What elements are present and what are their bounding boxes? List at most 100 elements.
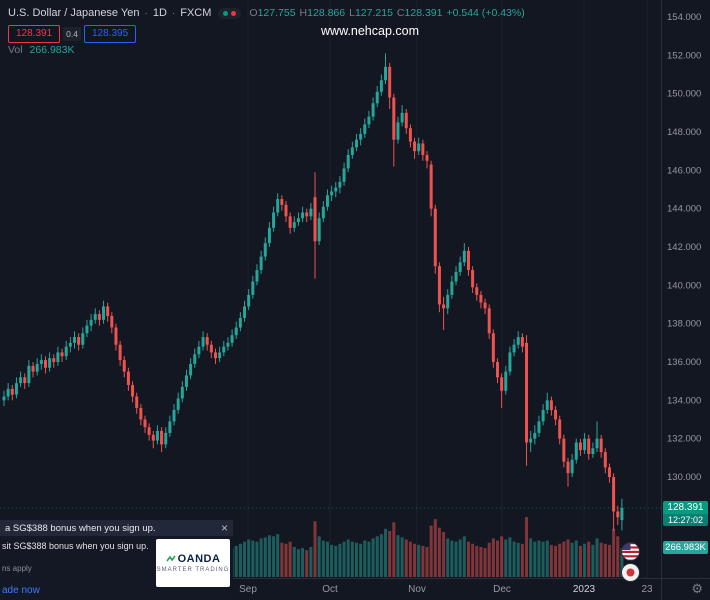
oanda-tagline: SMARTER TRADING <box>156 567 230 573</box>
candle-body <box>52 358 56 362</box>
volume-bar <box>251 540 255 577</box>
candle-body <box>110 316 114 328</box>
low-label: L <box>349 7 355 19</box>
spread-value: 0.4 <box>63 27 81 41</box>
time-tick-label[interactable]: Oct <box>322 584 338 595</box>
volume-bar <box>446 538 450 577</box>
time-tick-label[interactable]: Sep <box>239 584 257 595</box>
price-tick-label[interactable]: 148.000 <box>667 127 701 138</box>
close-icon[interactable]: × <box>220 521 228 535</box>
candle-body <box>512 344 516 353</box>
volume-bar <box>529 538 533 577</box>
candle-body <box>102 306 106 320</box>
interval-label[interactable]: 1D <box>152 7 167 19</box>
exchange-label[interactable]: FXCM <box>180 7 212 19</box>
volume-bar <box>479 547 483 577</box>
volume-bar <box>396 535 400 577</box>
candle-body <box>400 112 404 123</box>
price-tick-label[interactable]: 146.000 <box>667 165 701 176</box>
volume-bar <box>545 540 549 577</box>
candle-body <box>27 365 31 384</box>
volume-bar <box>500 536 504 577</box>
candle-body <box>184 375 188 387</box>
candle-body <box>620 507 624 521</box>
candle-body <box>367 116 371 125</box>
ad-line1: sit SG$388 bonus when you sign up. <box>2 541 149 551</box>
volume-label: Vol <box>8 44 23 56</box>
volume-bar <box>404 539 408 577</box>
candle-body <box>363 124 367 134</box>
ad-banner-top: a SG$388 bonus when you sign up. × <box>0 520 233 536</box>
volume-bar <box>616 536 620 577</box>
volume-bar <box>583 543 587 577</box>
volume-bar <box>599 542 603 577</box>
volume-bar <box>508 537 512 577</box>
price-tick-label[interactable]: 150.000 <box>667 89 701 100</box>
price-tick-label[interactable]: 142.000 <box>667 242 701 253</box>
candle-body <box>566 461 570 474</box>
volume-bar <box>334 545 338 577</box>
volume-bar <box>296 549 300 577</box>
ad-cta-link[interactable]: ade now <box>2 585 40 596</box>
price-tick-label[interactable]: 144.000 <box>667 204 701 215</box>
candle-body <box>155 431 159 441</box>
buy-button[interactable]: 128.395 <box>83 25 137 43</box>
price-tick-label[interactable]: 152.000 <box>667 50 701 61</box>
candle-body <box>338 181 342 188</box>
us-flag-icon <box>621 542 640 561</box>
volume-bar <box>483 548 487 577</box>
time-tick-label[interactable]: 2023 <box>573 584 596 595</box>
volume-bar <box>388 530 392 577</box>
price-tick-label[interactable]: 154.000 <box>667 12 701 23</box>
price-tick-label[interactable]: 130.000 <box>667 472 701 483</box>
price-tick-label[interactable]: 132.000 <box>667 434 701 445</box>
volume-bar <box>525 517 529 577</box>
candle-body <box>504 371 508 391</box>
sell-button[interactable]: 128.391 <box>8 25 61 43</box>
candle-body <box>375 91 379 104</box>
volume-bar <box>280 542 284 577</box>
candle-body <box>93 314 97 320</box>
candle-body <box>243 306 247 318</box>
candle-body <box>437 266 441 305</box>
volume-bar <box>537 540 541 577</box>
candle-body <box>288 216 292 228</box>
volume-bar <box>595 538 599 577</box>
volume-bar <box>288 541 292 577</box>
time-tick-label[interactable]: Nov <box>408 584 426 595</box>
last-price-value: 128.391 <box>663 501 708 514</box>
volume-bar <box>292 547 296 577</box>
candle-body <box>292 222 296 228</box>
volume-bar <box>272 536 276 577</box>
status-dot-green-icon <box>223 10 229 16</box>
price-tick-label[interactable]: 136.000 <box>667 357 701 368</box>
symbol-title[interactable]: U.S. Dollar / Japanese Yen <box>8 7 140 19</box>
pair-flags <box>621 542 640 582</box>
price-tick-label[interactable]: 138.000 <box>667 319 701 330</box>
candle-body <box>131 385 135 397</box>
volume-bar <box>429 525 433 577</box>
ad-text-block: sit SG$388 bonus when you sign up. ns ap… <box>0 536 156 600</box>
oanda-brand-text: OANDA <box>177 553 221 565</box>
market-status-indicator[interactable] <box>218 7 242 19</box>
candle-body <box>259 256 263 270</box>
candle-body <box>276 199 280 213</box>
candle-body <box>458 262 462 272</box>
candle-body <box>164 432 168 445</box>
time-tick-label[interactable]: Dec <box>493 584 511 595</box>
price-tick-label[interactable]: 134.000 <box>667 395 701 406</box>
ad-banner[interactable]: a SG$388 bonus when you sign up. × sit S… <box>0 520 233 600</box>
volume-bar <box>313 521 317 577</box>
candle-body <box>189 363 193 376</box>
volume-bar <box>566 539 570 577</box>
volume-readout: Vol 266.983K <box>8 44 75 56</box>
price-tick-label[interactable]: 140.000 <box>667 280 701 291</box>
candle-body <box>334 187 338 192</box>
time-tick-label[interactable]: 23 <box>641 584 653 595</box>
oanda-logo-card[interactable]: OANDA SMARTER TRADING <box>156 539 230 587</box>
candle-body <box>213 352 217 359</box>
chart-settings-gear-icon[interactable]: ⚙ <box>691 581 703 596</box>
candle-body <box>201 337 205 347</box>
volume-bar <box>495 540 499 577</box>
